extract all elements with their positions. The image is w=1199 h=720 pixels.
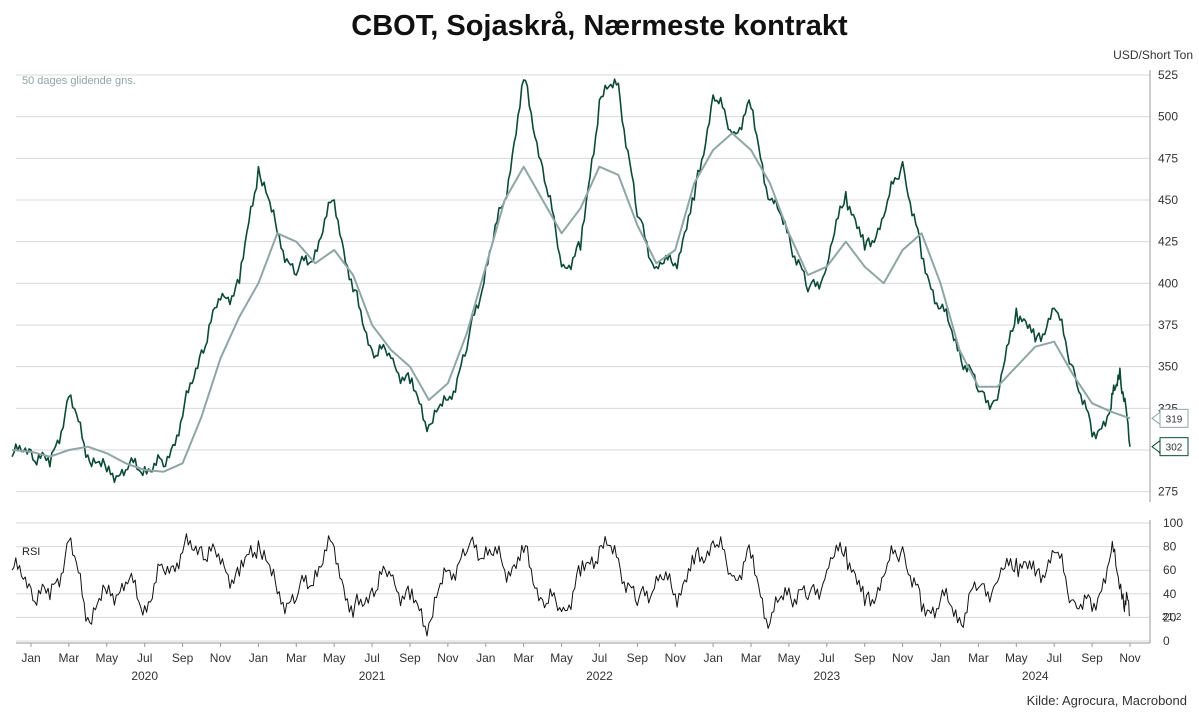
rsi-y-tick-label: 20 [1163,610,1177,624]
x-year-label: 2022 [586,669,613,683]
x-tick-label: Nov [665,651,686,665]
ma-end-value-tag-text: 319 [1166,414,1183,425]
x-tick-label: Nov [892,651,913,665]
price-end-value-tag: 302 [1151,437,1189,457]
x-tick-label: Jul [819,651,834,665]
x-tick-label: Nov [210,651,231,665]
x-tick-label: May [323,651,346,665]
y-tick-label: 475 [1158,151,1178,165]
x-tick-label: Jan [931,651,950,665]
x-tick-label: May [1005,651,1028,665]
rsi-y-tick-label: 100 [1163,516,1183,530]
x-tick-label: Jul [1047,651,1062,665]
x-tick-label: Mar [513,651,534,665]
x-tick-label: Jul [364,651,379,665]
x-year-label: 2020 [131,669,158,683]
y-tick-label: 500 [1158,110,1178,124]
price-end-value-tag-box [1159,437,1189,457]
x-year-label: 2021 [359,669,386,683]
x-tick-label: Mar [968,651,989,665]
rsi-y-tick-label: 0 [1163,634,1170,648]
y-tick-label: 375 [1158,318,1178,332]
rsi-panel-label: RSI [22,546,41,558]
x-tick-label: May [550,651,573,665]
x-tick-label: Sep [172,651,194,665]
rsi-y-tick-label: 80 [1163,540,1177,554]
rsi-y-tick-label: 40 [1163,587,1177,601]
x-tick-label: Jul [137,651,152,665]
x-tick-label: Jan [476,651,495,665]
rsi-y-tick-label: 60 [1163,563,1177,577]
x-tick-label: Nov [1119,651,1140,665]
x-tick-label: Jul [592,651,607,665]
x-tick-label: Jan [703,651,722,665]
y-tick-label: 425 [1158,235,1178,249]
ma-end-value-tag-pointer [1151,411,1161,426]
ma-end-value-tag: 319 [1151,408,1189,428]
x-tick-label: Mar [59,651,80,665]
x-tick-label: Jan [21,651,40,665]
y-tick-label: 350 [1158,360,1178,374]
source-note: Kilde: Agrocura, Macrobond [1026,693,1187,708]
x-tick-label: Jan [249,651,268,665]
x-tick-label: Mar [741,651,762,665]
x-tick-label: May [95,651,118,665]
rsi-end-value-label: 21,2 [1162,612,1182,623]
moving-average-legend-label: 50 dages glidende gns. [22,75,136,87]
y-tick-label: 525 [1158,68,1178,82]
y-tick-label: 400 [1158,276,1178,290]
y-tick-label: 450 [1158,193,1178,207]
x-year-label: 2023 [813,669,840,683]
x-tick-label: May [778,651,801,665]
x-tick-label: Sep [399,651,421,665]
x-tick-label: Nov [437,651,458,665]
x-tick-label: Sep [1081,651,1103,665]
price-end-value-tag-text: 302 [1166,443,1183,454]
price-end-value-tag-pointer [1151,439,1161,454]
price-series-line [11,78,1131,484]
x-tick-label: Mar [286,651,307,665]
x-tick-label: Sep [854,651,876,665]
x-year-label: 2024 [1022,669,1049,683]
y-tick-label: 275 [1158,485,1178,499]
y-axis-unit-label: USD/Short Ton [1113,48,1193,62]
x-tick-label: Sep [627,651,649,665]
moving-average-series-line [12,132,1131,473]
ma-end-value-tag-box [1159,408,1189,428]
chart-title: CBOT, Sojaskrå, Nærmeste kontrakt [351,10,848,42]
rsi-series-line [11,533,1131,637]
